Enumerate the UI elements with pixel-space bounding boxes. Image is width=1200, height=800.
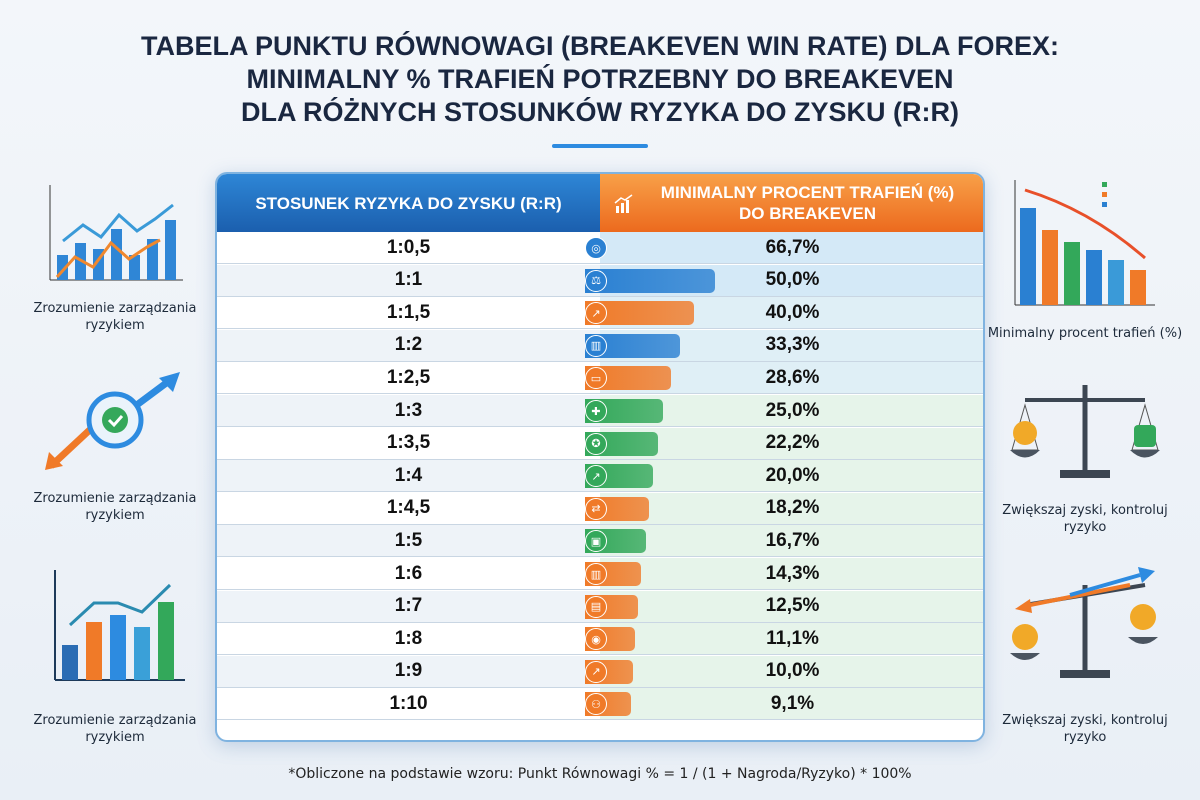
winrate-cell: ▭ 28,6% bbox=[585, 362, 983, 394]
growth-chart-icon bbox=[614, 194, 633, 213]
winrate-value: 9,1% bbox=[770, 692, 815, 714]
table-row: 1:2 ▥ 33,3% bbox=[217, 329, 983, 362]
winrate-value: 18,2% bbox=[765, 497, 820, 519]
winrate-value: 12,5% bbox=[765, 595, 820, 617]
winrate-cell: ⚇ 9,1% bbox=[585, 688, 983, 720]
winrate-value: 11,1% bbox=[766, 627, 819, 649]
rr-ratio-cell: 1:1,5 bbox=[386, 301, 431, 323]
title-line-2: MINIMALNY % TRAFIEŃ POTRZEBNY DO BREAKEV… bbox=[246, 64, 954, 94]
rr-ratio-cell: 1:4,5 bbox=[386, 497, 431, 519]
table-row: 1:0,5 ◎ 66,7% bbox=[217, 232, 983, 264]
side-caption-left-1: Zrozumienie zarządzania ryzykiem bbox=[33, 301, 197, 333]
rr-ratio-cell: 1:6 bbox=[394, 562, 423, 584]
row-icon: ✚ bbox=[585, 400, 607, 422]
table-row: 1:8 ◉ 11,1% bbox=[217, 623, 983, 656]
rr-ratio-cell: 1:2,5 bbox=[386, 366, 431, 388]
rr-ratio-cell: 1:8 bbox=[394, 627, 423, 649]
table-row: 1:7 ▤ 12,5% bbox=[217, 590, 983, 623]
winrate-value: 16,7% bbox=[765, 529, 820, 551]
title-underline bbox=[552, 144, 648, 148]
rr-ratio-cell: 1:5 bbox=[394, 529, 423, 551]
row-icon: ▭ bbox=[585, 367, 607, 390]
page-title: TABELA PUNKTU RÓWNOWAGI (BREAKEVEN WIN R… bbox=[0, 30, 1200, 129]
winrate-value: 22,2% bbox=[765, 432, 820, 454]
breakeven-table: STOSUNEK RYZYKA DO ZYSKU (R:R) MINIMALNY… bbox=[215, 172, 985, 742]
winrate-value: 50,0% bbox=[765, 269, 820, 291]
rr-ratio-cell: 1:3 bbox=[394, 399, 423, 421]
winrate-value: 40,0% bbox=[765, 301, 820, 323]
balance-scale-icon bbox=[1010, 385, 1160, 478]
winrate-cell: ▣ 16,7% bbox=[585, 525, 983, 557]
row-icon: ▥ bbox=[585, 563, 607, 585]
table-row: 1:4,5 ⇄ 18,2% bbox=[217, 492, 983, 525]
growth-chart-icon bbox=[54, 570, 185, 681]
row-icon: ↗ bbox=[585, 465, 607, 488]
table-row: 1:3,5 ✪ 22,2% bbox=[217, 427, 983, 460]
side-caption-right-3: Zwiększaj zyski, kontroluj ryzyko bbox=[1002, 713, 1168, 745]
declining-bar-chart-icon bbox=[1014, 180, 1155, 306]
bar-line-chart-icon bbox=[49, 185, 183, 281]
row-icon: ▤ bbox=[585, 595, 607, 618]
winrate-cell: ▥ 14,3% bbox=[585, 558, 983, 589]
winrate-cell: ▥ 33,3% bbox=[585, 329, 983, 361]
winrate-cell: ✚ 25,0% bbox=[585, 395, 983, 426]
row-icon: ▣ bbox=[585, 530, 607, 553]
winrate-value: 28,6% bbox=[765, 366, 820, 388]
winrate-cell: ⇄ 18,2% bbox=[585, 492, 983, 524]
table-row: 1:5 ▣ 16,7% bbox=[217, 525, 983, 558]
rr-ratio-cell: 1:4 bbox=[394, 464, 423, 486]
row-icon: ▥ bbox=[585, 334, 607, 357]
winrate-value: 66,7% bbox=[765, 236, 820, 258]
table-row: 1:2,5 ▭ 28,6% bbox=[217, 362, 983, 395]
table-row: 1:6 ▥ 14,3% bbox=[217, 558, 983, 590]
winrate-cell: ↗ 40,0% bbox=[585, 297, 983, 329]
winrate-value: 20,0% bbox=[765, 464, 820, 486]
winrate-cell: ◎ 66,7% bbox=[585, 232, 983, 263]
row-icon: ◎ bbox=[585, 237, 607, 259]
winrate-value: 25,0% bbox=[765, 399, 820, 421]
side-caption-left-2: Zrozumienie zarządzania ryzykiem bbox=[33, 491, 197, 523]
table-row: 1:10 ⚇ 9,1% bbox=[217, 688, 983, 721]
winrate-cell: ◉ 11,1% bbox=[585, 623, 983, 655]
column-header-winrate: MINIMALNY PROCENT TRAFIEŃ (%) DO BREAKEV… bbox=[600, 174, 983, 232]
winrate-value: 14,3% bbox=[765, 562, 820, 584]
rr-ratio-cell: 1:2 bbox=[394, 334, 423, 356]
rr-ratio-cell: 1:9 bbox=[394, 660, 423, 682]
footnote: *Obliczone na podstawie wzoru: Punkt Rów… bbox=[288, 766, 912, 782]
row-icon: ✪ bbox=[585, 432, 607, 455]
table-row: 1:3 ✚ 25,0% bbox=[217, 395, 983, 427]
tilted-scale-icon bbox=[1010, 567, 1158, 678]
winrate-cell: ✪ 22,2% bbox=[585, 427, 983, 459]
table-row: 1:9 ↗ 10,0% bbox=[217, 655, 983, 688]
winrate-value: 10,0% bbox=[765, 660, 820, 682]
row-icon: ↗ bbox=[585, 660, 607, 683]
winrate-cell: ↗ 20,0% bbox=[585, 460, 983, 492]
column-header-rr: STOSUNEK RYZYKA DO ZYSKU (R:R) bbox=[217, 174, 600, 232]
table-row: 1:1,5 ↗ 40,0% bbox=[217, 297, 983, 330]
winrate-cell: ⚖ 50,0% bbox=[585, 264, 983, 296]
rr-ratio-cell: 1:1 bbox=[394, 269, 423, 291]
table-row: 1:4 ↗ 20,0% bbox=[217, 460, 983, 493]
rr-ratio-cell: 1:7 bbox=[394, 595, 423, 617]
table-row: 1:1 ⚖ 50,0% bbox=[217, 264, 983, 297]
title-line-3: DLA RÓŻNYCH STOSUNKÓW RYZYKA DO ZYSKU (R… bbox=[241, 97, 959, 127]
winrate-value: 33,3% bbox=[765, 334, 820, 356]
row-icon: ⚇ bbox=[585, 693, 607, 716]
rr-ratio-cell: 1:3,5 bbox=[386, 432, 431, 454]
side-caption-right-1: Minimalny procent trafień (%) bbox=[987, 326, 1183, 341]
rr-ratio-cell: 1:0,5 bbox=[386, 236, 431, 258]
side-caption-right-2: Zwiększaj zyski, kontroluj ryzyko bbox=[1002, 503, 1168, 535]
column-header-winrate-label: MINIMALNY PROCENT TRAFIEŃ (%) DO BREAKEV… bbox=[660, 183, 955, 223]
row-icon: ↗ bbox=[585, 302, 607, 325]
row-icon: ⚖ bbox=[585, 269, 607, 292]
title-line-1: TABELA PUNKTU RÓWNOWAGI (BREAKEVEN WIN R… bbox=[141, 31, 1059, 61]
target-arrows-icon bbox=[45, 372, 180, 470]
row-icon: ◉ bbox=[585, 628, 607, 651]
rr-ratio-cell: 1:10 bbox=[389, 692, 428, 714]
row-icon: ⇄ bbox=[585, 497, 607, 520]
side-caption-left-3: Zrozumienie zarządzania ryzykiem bbox=[33, 713, 197, 745]
winrate-cell: ▤ 12,5% bbox=[585, 590, 983, 622]
winrate-cell: ↗ 10,0% bbox=[585, 655, 983, 687]
